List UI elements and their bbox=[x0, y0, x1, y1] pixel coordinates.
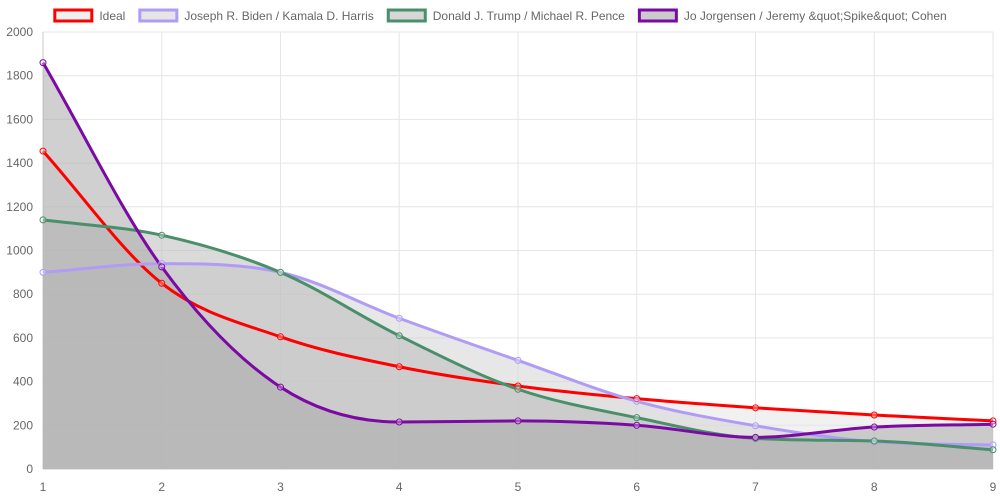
point-series-0-7[interactable] bbox=[870, 411, 878, 419]
point-series-0-1[interactable] bbox=[158, 279, 166, 287]
legend-swatch-1 bbox=[138, 8, 179, 23]
x-tick-label-3: 4 bbox=[396, 480, 403, 494]
point-series-3-8[interactable] bbox=[989, 420, 997, 428]
legend-label-2: Donald J. Trump / Michael R. Pence bbox=[433, 9, 625, 23]
area-series-3 bbox=[43, 62, 993, 470]
point-series-2-8[interactable] bbox=[989, 446, 997, 454]
point-series-2-0[interactable] bbox=[39, 216, 47, 224]
point-series-2-5[interactable] bbox=[633, 414, 641, 422]
point-series-2-1[interactable] bbox=[158, 231, 166, 239]
legend-swatch-3 bbox=[637, 8, 678, 23]
x-tick-label-4: 5 bbox=[515, 480, 522, 494]
point-series-3-7[interactable] bbox=[870, 423, 878, 431]
point-series-3-3[interactable] bbox=[395, 418, 403, 426]
point-series-0-0[interactable] bbox=[39, 147, 47, 155]
chart-legend: Ideal Joseph R. Biden / Kamala D. Harris D… bbox=[53, 8, 947, 23]
point-series-2-7[interactable] bbox=[870, 437, 878, 445]
x-tick-label-0: 1 bbox=[40, 480, 47, 494]
y-tick-label-5: 1000 bbox=[6, 244, 33, 258]
point-series-2-2[interactable] bbox=[277, 268, 284, 276]
legend-swatch-2 bbox=[386, 8, 427, 23]
point-series-0-6[interactable] bbox=[752, 404, 759, 412]
legend-item-3[interactable]: Jo Jorgensen / Jeremy &quot;Spike&quot; … bbox=[637, 8, 947, 23]
point-series-1-6[interactable] bbox=[752, 422, 759, 430]
point-series-3-0[interactable] bbox=[39, 59, 47, 67]
point-series-2-3[interactable] bbox=[395, 332, 403, 340]
legend-item-0[interactable]: Ideal bbox=[53, 8, 126, 23]
legend-label-0: Ideal bbox=[99, 9, 125, 23]
legend-label-1: Joseph R. Biden / Kamala D. Harris bbox=[184, 9, 373, 23]
legend-item-2[interactable]: Donald J. Trump / Michael R. Pence bbox=[386, 8, 625, 23]
x-tick-label-5: 6 bbox=[633, 480, 640, 494]
y-tick-label-4: 800 bbox=[13, 287, 33, 301]
chart-axes: 0 200 400 600 800 1000 1200 1400 1600 1800 2000 1 2 3… bbox=[6, 25, 996, 494]
point-series-3-5[interactable] bbox=[633, 421, 641, 429]
series-points bbox=[39, 59, 997, 454]
x-tick-label-2: 3 bbox=[277, 480, 284, 494]
point-series-1-0[interactable] bbox=[39, 268, 47, 276]
point-series-2-4[interactable] bbox=[514, 385, 522, 393]
y-tick-label-6: 1200 bbox=[6, 200, 33, 214]
y-tick-label-9: 1800 bbox=[6, 69, 33, 83]
point-series-1-4[interactable] bbox=[514, 356, 522, 364]
y-tick-label-10: 2000 bbox=[6, 25, 33, 39]
x-tick-label-7: 8 bbox=[871, 480, 878, 494]
point-series-3-2[interactable] bbox=[277, 383, 284, 391]
series-areas bbox=[43, 62, 993, 470]
x-tick-label-6: 7 bbox=[752, 480, 759, 494]
legend-item-1[interactable]: Joseph R. Biden / Kamala D. Harris bbox=[138, 8, 374, 23]
legend-label-3: Jo Jorgensen / Jeremy &quot;Spike&quot; … bbox=[684, 9, 947, 23]
y-tick-label-0: 0 bbox=[26, 462, 33, 476]
point-series-3-1[interactable] bbox=[158, 263, 166, 271]
x-tick-label-8: 9 bbox=[990, 480, 997, 494]
point-series-1-5[interactable] bbox=[633, 397, 641, 405]
y-tick-label-3: 600 bbox=[13, 331, 33, 345]
point-series-3-4[interactable] bbox=[514, 417, 522, 425]
y-tick-label-7: 1400 bbox=[6, 156, 33, 170]
point-series-0-2[interactable] bbox=[277, 333, 284, 341]
y-tick-label-1: 200 bbox=[13, 418, 33, 432]
point-series-1-8[interactable] bbox=[989, 441, 997, 449]
point-series-3-6[interactable] bbox=[752, 433, 759, 441]
legend-swatch-0 bbox=[53, 8, 94, 23]
point-series-1-3[interactable] bbox=[395, 314, 403, 322]
x-tick-label-1: 2 bbox=[158, 480, 165, 494]
y-tick-label-8: 1600 bbox=[6, 112, 33, 126]
point-series-0-3[interactable] bbox=[395, 363, 403, 371]
line-series-1 bbox=[42, 262, 994, 447]
y-tick-label-2: 400 bbox=[13, 375, 33, 389]
